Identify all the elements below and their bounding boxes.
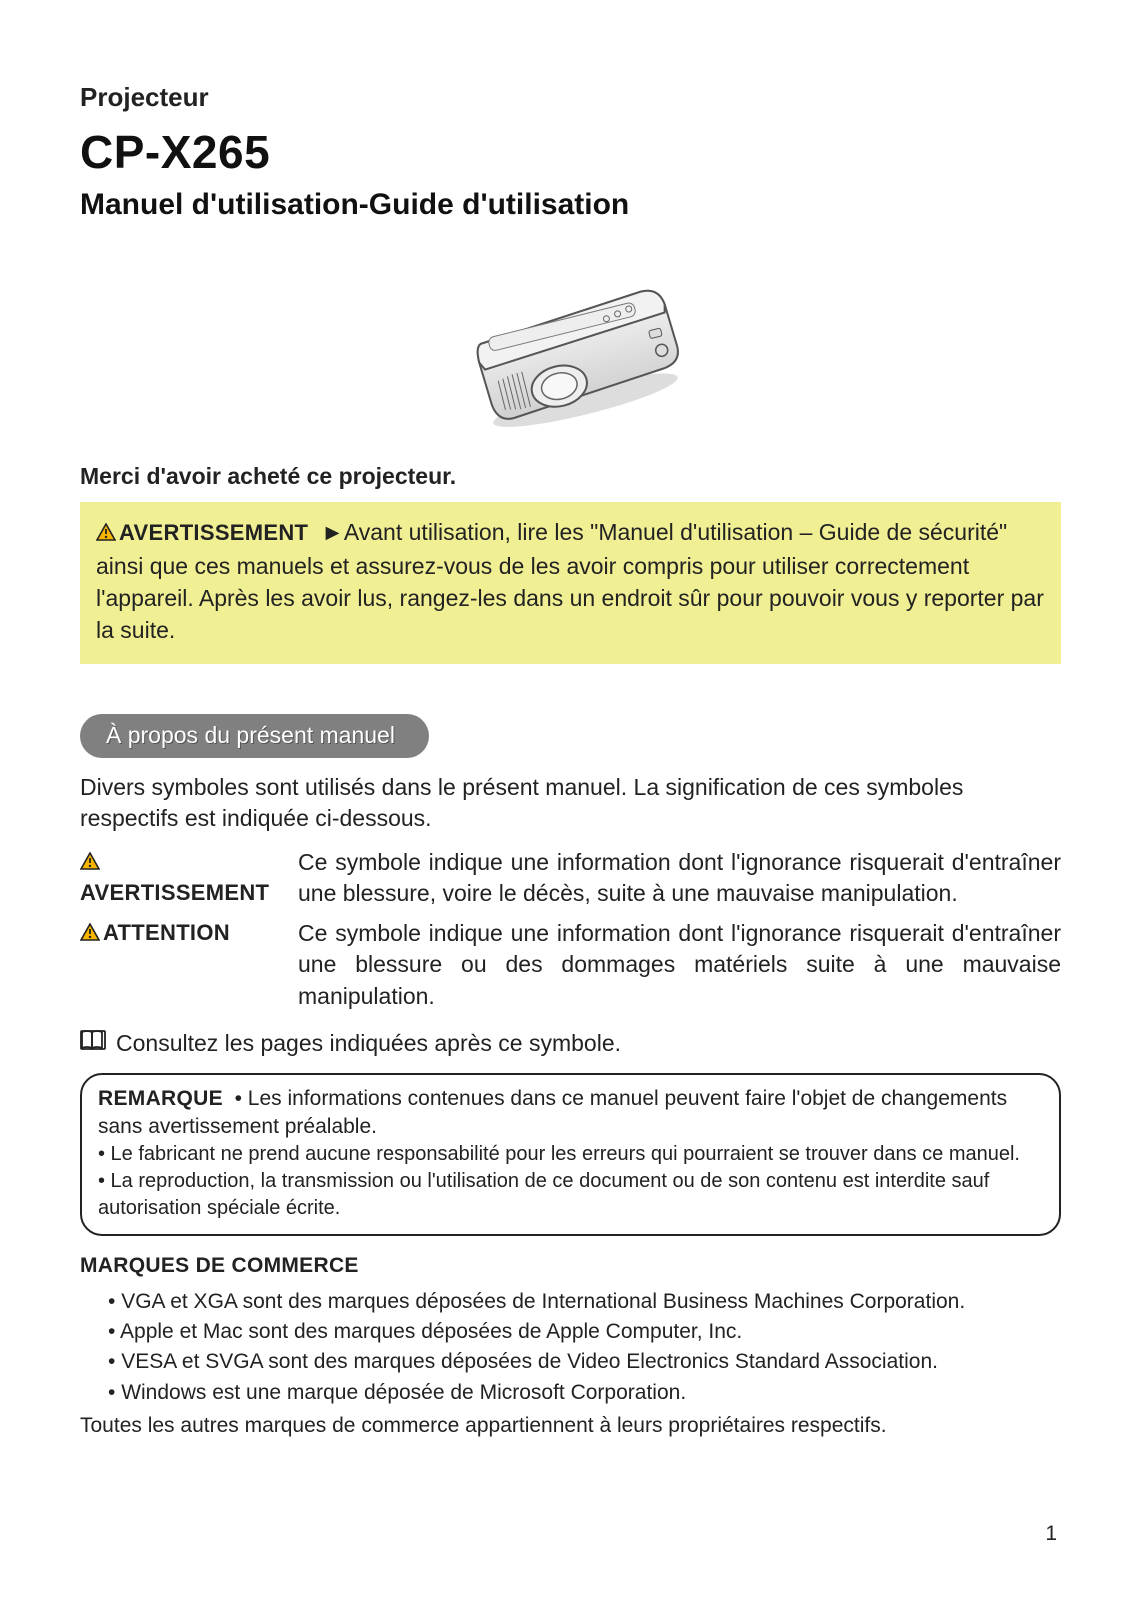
note-lead: • Les informations contenues dans ce man…	[98, 1087, 1007, 1138]
manual-subtitle: Manuel d'utilisation-Guide d'utilisation	[80, 185, 1061, 226]
model-title: CP-X265	[80, 121, 1061, 183]
symbol-book-text: Consultez les pages indiquées après ce s…	[116, 1028, 621, 1059]
warning-arrow: ►	[321, 519, 344, 545]
symbol-warning-label: AVERTISSEMENT	[80, 880, 269, 905]
note-box: REMARQUE • Les informations contenues da…	[80, 1073, 1061, 1237]
note-bullet-2: • Le fabricant ne prend aucune responsab…	[98, 1141, 1043, 1168]
page-number: 1	[80, 1520, 1061, 1548]
symbol-attention-desc: Ce symbole indique une information dont …	[298, 915, 1061, 1017]
list-item: Apple et Mac sont des marques déposées d…	[108, 1317, 1061, 1347]
trademarks-footer: Toutes les autres marques de commerce ap…	[80, 1412, 1061, 1440]
projector-illustration	[80, 242, 1061, 454]
list-item: Windows est une marque déposée de Micros…	[108, 1378, 1061, 1408]
warning-triangle-icon	[80, 919, 100, 949]
list-item: VESA et SVGA sont des marques déposées d…	[108, 1347, 1061, 1377]
note-bullet-3: • La reproduction, la transmission ou l'…	[98, 1168, 1043, 1222]
warning-callout: AVERTISSEMENT ►Avant utilisation, lire l…	[80, 502, 1061, 664]
book-icon	[80, 1028, 116, 1059]
symbol-attention-label: ATTENTION	[103, 920, 230, 945]
note-label: REMARQUE	[98, 1087, 223, 1110]
symbol-definitions: AVERTISSEMENT Ce symbole indique une inf…	[80, 844, 1061, 1017]
warning-triangle-icon	[80, 848, 100, 878]
category-label: Projecteur	[80, 80, 1061, 115]
warning-label: AVERTISSEMENT	[119, 520, 308, 545]
symbol-warning-desc: Ce symbole indique une information dont …	[298, 844, 1061, 915]
list-item: VGA et XGA sont des marques déposées de …	[108, 1287, 1061, 1317]
trademarks-heading: MARQUES DE COMMERCE	[80, 1252, 1061, 1280]
section-heading-pill: À propos du présent manuel	[80, 714, 429, 758]
warning-triangle-icon	[96, 517, 116, 549]
thanks-line: Merci d'avoir acheté ce projecteur.	[80, 461, 1061, 492]
symbol-book-row: Consultez les pages indiquées après ce s…	[80, 1026, 1061, 1073]
section-intro: Divers symboles sont utilisés dans le pr…	[80, 772, 1061, 834]
trademarks-list: VGA et XGA sont des marques déposées de …	[80, 1287, 1061, 1408]
